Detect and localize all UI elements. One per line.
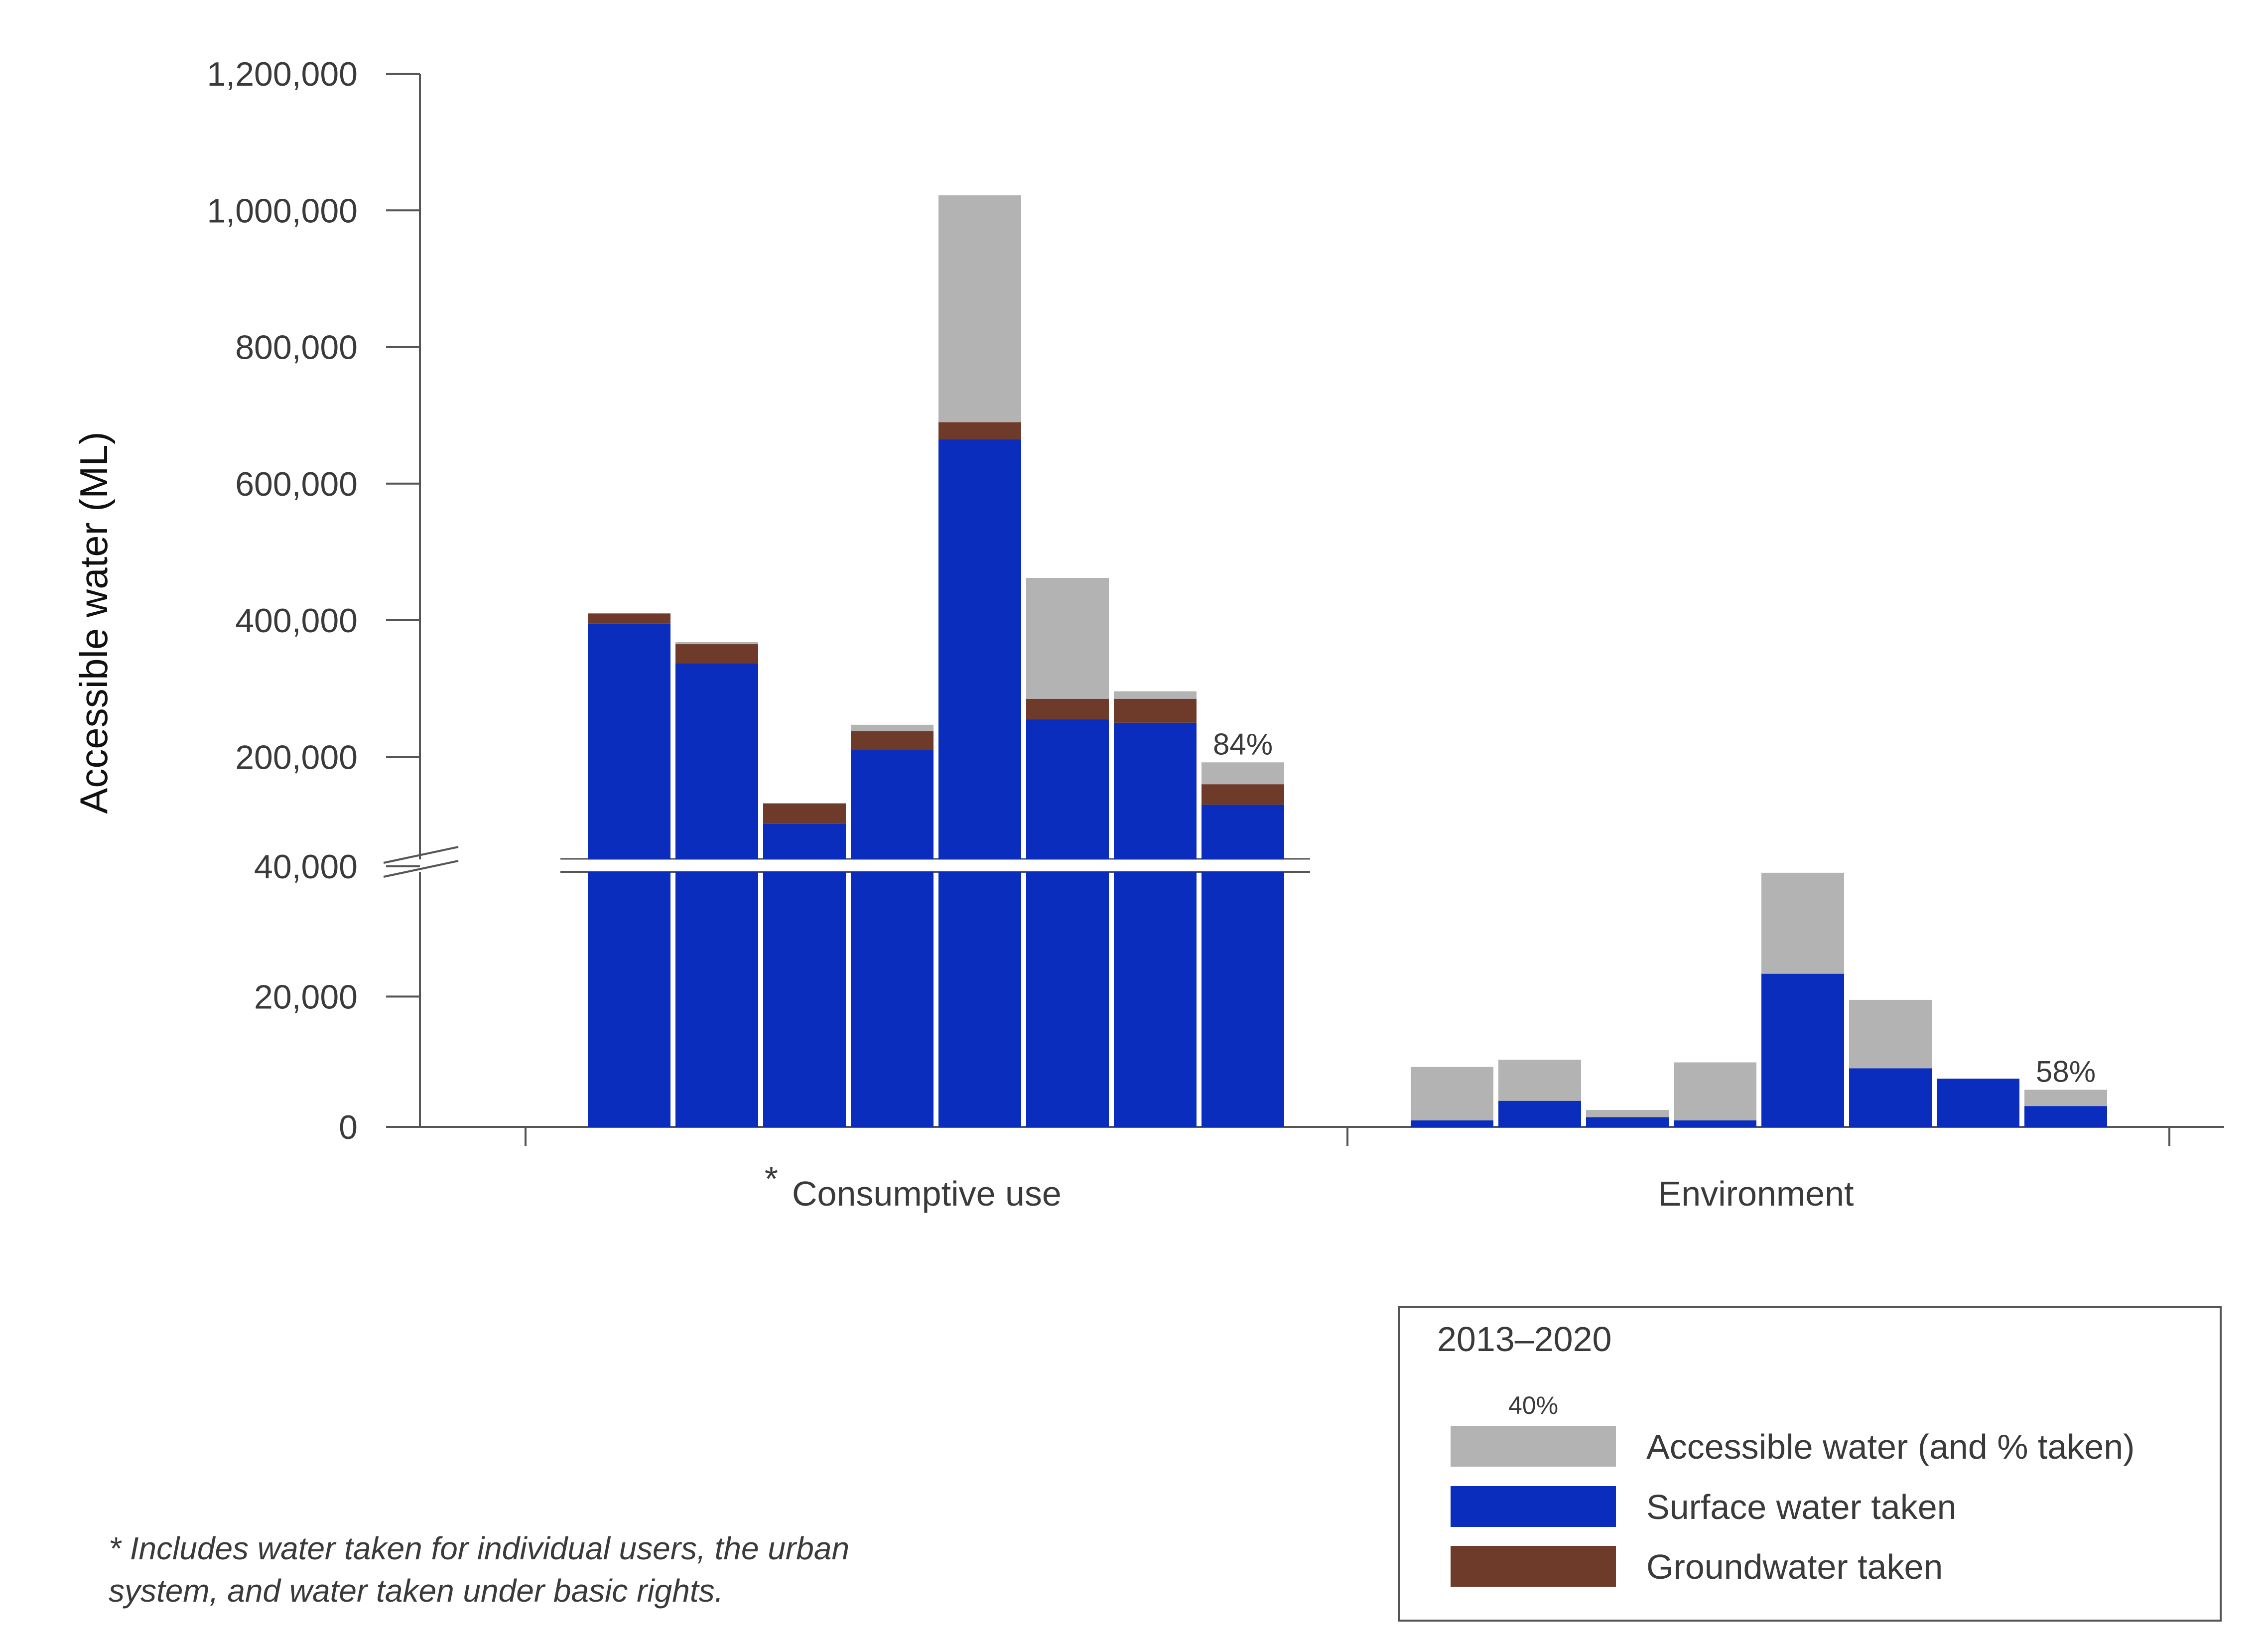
- bar-surface-lower: [763, 872, 846, 1127]
- category-label-consumptive: Consumptive use: [792, 1174, 1062, 1213]
- bar-groundwater: [938, 422, 1021, 439]
- bar-surface-lower: [938, 872, 1021, 1127]
- bar-accessible: [1586, 1109, 1669, 1117]
- bar-accessible: [938, 195, 1021, 422]
- bar-surface: [1026, 719, 1109, 859]
- bar-accessible: [675, 642, 758, 645]
- bar-surface: [1586, 1117, 1669, 1127]
- legend-swatch-ground: [1451, 1546, 1616, 1587]
- bar-surface: [938, 439, 1021, 859]
- legend-swatch-surface: [1451, 1486, 1616, 1527]
- bar-surface: [675, 663, 758, 859]
- bar-surface: [763, 824, 846, 859]
- bar-accessible: [1411, 1067, 1493, 1120]
- bar-labels: 84% 58%: [1213, 727, 2096, 1088]
- bar-groundwater: [1201, 784, 1284, 805]
- bar-surface: [1114, 722, 1197, 859]
- legend-title: 2013–2020: [1437, 1320, 1611, 1359]
- y-tick-label: 0: [339, 1108, 358, 1146]
- bar-accessible: [1849, 999, 1932, 1069]
- bar-accessible: [1026, 578, 1109, 699]
- bar-accessible: [1761, 872, 1844, 974]
- legend-sample-percent: 40%: [1508, 1391, 1558, 1419]
- bar-percent-label: 84%: [1213, 727, 1273, 761]
- y-tick-label: 1,200,000: [207, 55, 358, 93]
- bar-groundwater: [1026, 698, 1109, 719]
- bar-surface-lower: [675, 872, 758, 1127]
- bar-accessible: [1674, 1062, 1756, 1120]
- category-label-environment: Environment: [1658, 1174, 1854, 1213]
- bar-groundwater: [675, 644, 758, 664]
- bar-accessible: [851, 724, 934, 731]
- legend-swatch-accessible: [1451, 1426, 1616, 1467]
- y-axis-title: Accessible water (ML): [72, 431, 116, 814]
- legend-label-accessible: Accessible water (and % taken): [1646, 1427, 2135, 1466]
- bar-surface: [1498, 1100, 1581, 1127]
- bar-groundwater: [1114, 698, 1197, 723]
- y-tick-label: 400,000: [235, 602, 358, 640]
- category-marker-consumptive: *: [765, 1159, 778, 1198]
- bar-surface: [1761, 973, 1844, 1127]
- axis-break-mark: [383, 846, 459, 864]
- bar-surface-lower: [588, 872, 670, 1127]
- bar-groundwater: [763, 803, 846, 824]
- bar-surface-lower: [1201, 872, 1284, 1127]
- bar-surface: [851, 750, 934, 859]
- y-tick-label: 200,000: [235, 738, 358, 776]
- legend-label-ground: Groundwater taken: [1646, 1547, 1943, 1586]
- y-tick-label: 800,000: [235, 329, 358, 367]
- bar-percent-label: 58%: [2036, 1055, 2096, 1088]
- bars: [588, 195, 2107, 1127]
- legend-label-surface: Surface water taken: [1646, 1488, 1957, 1526]
- y-tick-label: 20,000: [254, 978, 358, 1016]
- bar-groundwater: [588, 613, 670, 624]
- bar-surface-lower: [851, 872, 934, 1127]
- bar-surface: [1201, 805, 1284, 859]
- bar-surface: [1411, 1120, 1493, 1127]
- bar-accessible: [1498, 1060, 1581, 1101]
- bar-surface: [588, 623, 670, 859]
- bar-surface: [2024, 1106, 2107, 1127]
- bar-groundwater: [851, 731, 934, 750]
- bar-accessible: [1114, 691, 1197, 699]
- bar-surface: [1674, 1120, 1756, 1127]
- y-tick-label: 40,000: [254, 848, 358, 886]
- y-tick-label: 600,000: [235, 465, 358, 503]
- bar-surface-lower: [1114, 872, 1197, 1127]
- y-tick-label: 1,000,000: [207, 192, 358, 230]
- bar-surface: [1937, 1079, 2019, 1127]
- footnote-line2: system, and water taken under basic righ…: [109, 1573, 723, 1609]
- bar-surface: [1849, 1068, 1932, 1127]
- axis-break-mark: [383, 860, 459, 878]
- bar-accessible: [1201, 762, 1284, 785]
- legend: 2013–2020 40% Accessible water (and % ta…: [1398, 1306, 2222, 1622]
- y-axis: 200,000 400,000 600,000 800,000 1,000,000 1,2…: [207, 55, 459, 1146]
- bar-surface-lower: [1026, 872, 1109, 1127]
- bar-accessible: [2024, 1090, 2107, 1106]
- footnote-line1: * Includes water taken for individual us…: [109, 1530, 849, 1566]
